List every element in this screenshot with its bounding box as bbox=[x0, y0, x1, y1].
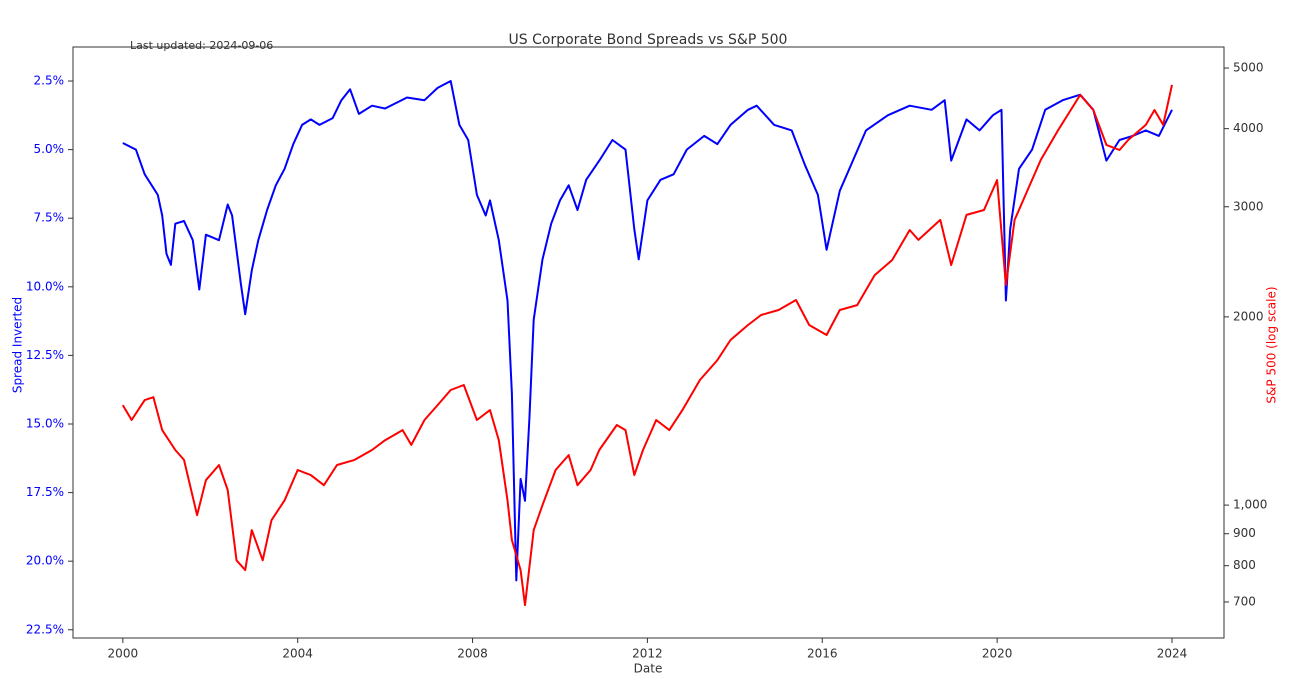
y2-tick-label: 4000 bbox=[1233, 121, 1264, 135]
y2-tick-label: 700 bbox=[1233, 594, 1256, 608]
chart-title: US Corporate Bond Spreads vs S&P 500 bbox=[509, 32, 788, 48]
x-tick-label: 2020 bbox=[982, 647, 1013, 661]
x-tick-label: 2000 bbox=[108, 647, 139, 661]
y-tick-label: 15.0% bbox=[26, 416, 64, 430]
y2-tick-label: 3000 bbox=[1233, 199, 1264, 213]
y-tick-label: 5.0% bbox=[34, 142, 65, 156]
y-tick-label: 20.0% bbox=[26, 554, 64, 568]
y2-tick-label: 800 bbox=[1233, 558, 1256, 572]
x-tick-label: 2004 bbox=[282, 647, 313, 661]
y-tick-label: 22.5% bbox=[26, 622, 64, 636]
y-axis-label: Spread Inverted bbox=[11, 297, 25, 393]
y2-tick-label: 2000 bbox=[1233, 309, 1264, 323]
y-tick-label: 2.5% bbox=[34, 74, 65, 88]
x-axis-label: Date bbox=[634, 662, 663, 676]
x-tick-label: 2016 bbox=[807, 647, 838, 661]
series-line bbox=[121, 84, 1173, 607]
x-tick-label: 2024 bbox=[1157, 647, 1188, 661]
y2-axis-label: S&P 500 (log scale) bbox=[1265, 286, 1279, 403]
y-tick-label: 7.5% bbox=[34, 211, 65, 225]
y2-tick-label: 1,000 bbox=[1233, 498, 1267, 512]
y-tick-label: 12.5% bbox=[26, 348, 64, 362]
x-tick-label: 2008 bbox=[457, 647, 488, 661]
plot-frame bbox=[72, 46, 1225, 639]
last-updated: Last updated: 2024-09-06 bbox=[130, 39, 273, 52]
y2-tick-label: 900 bbox=[1233, 526, 1256, 540]
y2-tick-label: 5000 bbox=[1233, 61, 1264, 75]
y-tick-label: 10.0% bbox=[26, 279, 64, 293]
series-line bbox=[122, 80, 1173, 582]
x-tick-label: 2012 bbox=[632, 647, 663, 661]
y-tick-label: 17.5% bbox=[26, 485, 64, 499]
